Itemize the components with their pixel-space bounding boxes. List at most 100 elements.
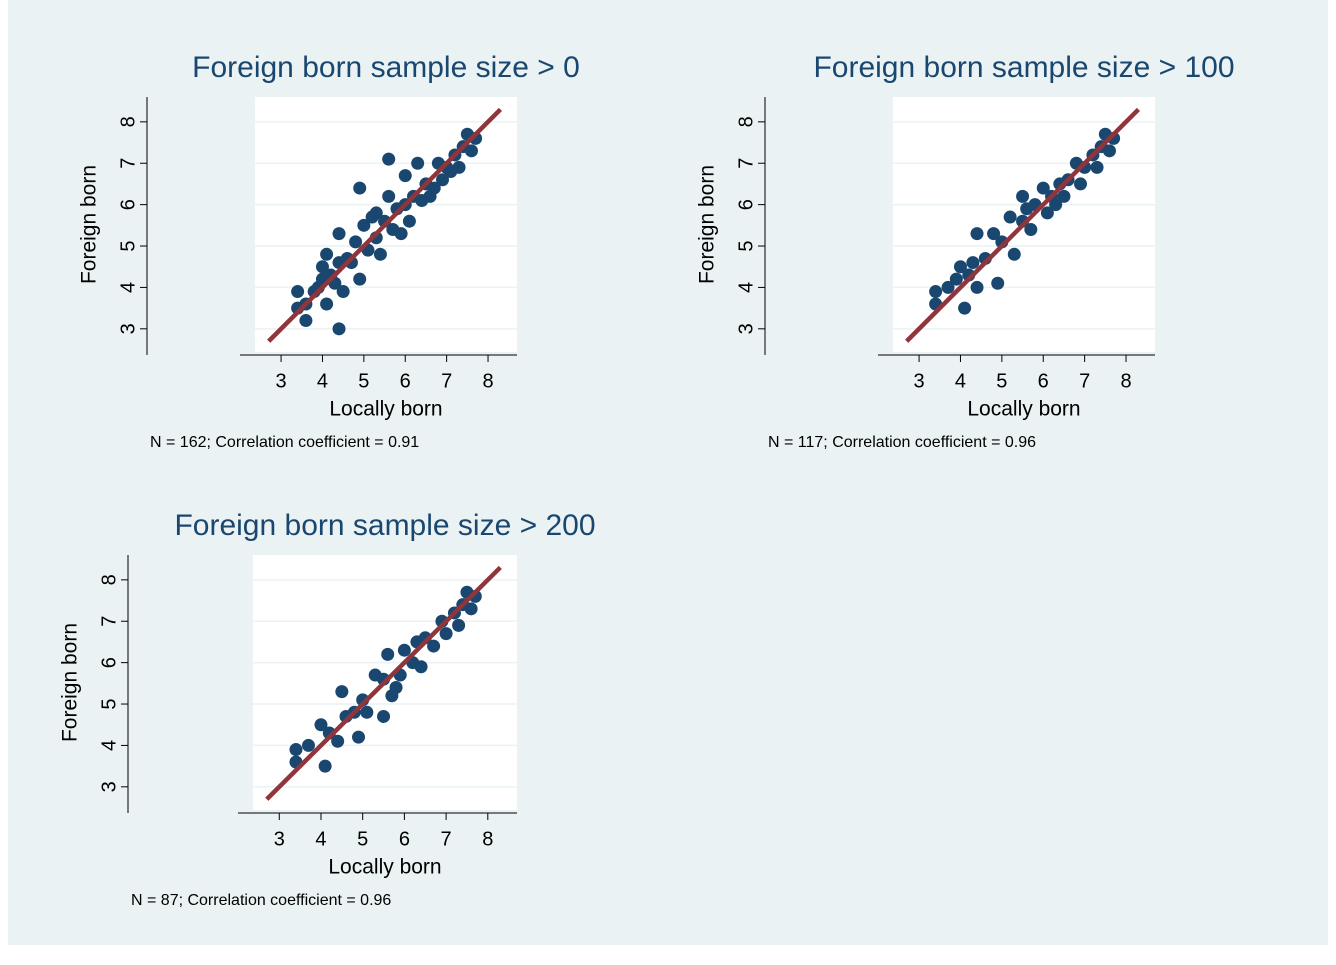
point xyxy=(373,247,387,261)
y-tick-label: 8 xyxy=(735,116,757,127)
point xyxy=(320,247,334,261)
point xyxy=(941,280,955,294)
y-tick-label: 6 xyxy=(117,199,139,210)
y-tick-label: 5 xyxy=(117,240,139,251)
x-tick-label: 4 xyxy=(317,370,328,392)
x-tick-label: 7 xyxy=(441,828,452,850)
y-tick-label: 4 xyxy=(98,740,120,751)
y-tick-label: 7 xyxy=(117,158,139,169)
y-axis-label: Foreign born xyxy=(59,623,82,742)
note: N = 87; Correlation coefficient = 0.96 xyxy=(131,892,391,909)
point xyxy=(1049,198,1063,212)
point xyxy=(991,276,1005,290)
point xyxy=(411,156,425,170)
x-tick-label: 5 xyxy=(357,828,368,850)
chart-title: Foreign born sample size > 0 xyxy=(192,51,580,84)
point xyxy=(314,718,328,732)
x-tick-label: 4 xyxy=(955,370,966,392)
point xyxy=(299,314,313,328)
y-tick-label: 6 xyxy=(735,199,757,210)
point xyxy=(970,227,984,241)
point xyxy=(394,227,408,241)
point xyxy=(318,759,332,773)
point xyxy=(402,214,416,228)
x-tick-label: 3 xyxy=(276,370,287,392)
y-tick-label: 5 xyxy=(735,240,757,251)
point xyxy=(958,301,972,315)
point xyxy=(397,643,411,657)
y-tick-label: 7 xyxy=(98,616,120,627)
x-tick-label: 6 xyxy=(400,370,411,392)
point xyxy=(349,235,363,249)
point xyxy=(1016,189,1030,203)
point xyxy=(335,685,349,699)
point xyxy=(315,260,329,274)
point xyxy=(1036,181,1050,195)
point xyxy=(289,743,303,757)
point xyxy=(929,285,943,299)
point xyxy=(427,181,441,195)
fit-line xyxy=(265,565,502,801)
x-axis-label: Locally born xyxy=(328,856,441,879)
point xyxy=(966,256,980,270)
note: N = 162; Correlation coefficient = 0.91 xyxy=(150,434,419,451)
point xyxy=(353,272,367,286)
point xyxy=(1040,206,1054,220)
point xyxy=(439,627,453,641)
x-tick-label: 5 xyxy=(996,370,1007,392)
point xyxy=(452,160,466,174)
point xyxy=(435,173,449,187)
point xyxy=(332,227,346,241)
y-tick-label: 6 xyxy=(98,657,120,668)
y-tick-label: 3 xyxy=(735,323,757,334)
point xyxy=(1024,222,1038,236)
y-tick-label: 8 xyxy=(117,116,139,127)
point xyxy=(414,660,428,674)
x-axis-label: Locally born xyxy=(329,398,442,421)
point xyxy=(369,206,383,220)
point xyxy=(398,169,412,183)
point xyxy=(1020,202,1034,216)
y-tick-label: 8 xyxy=(98,574,120,585)
y-tick-label: 3 xyxy=(117,323,139,334)
fit-line xyxy=(267,107,503,343)
point xyxy=(1090,160,1104,174)
point xyxy=(1003,210,1017,224)
fit-line xyxy=(905,107,1141,343)
point xyxy=(1073,177,1087,191)
point xyxy=(291,285,305,299)
x-tick-label: 4 xyxy=(315,828,326,850)
x-tick-label: 3 xyxy=(914,370,925,392)
point xyxy=(353,181,367,195)
point xyxy=(332,322,346,336)
x-tick-label: 8 xyxy=(482,370,493,392)
point xyxy=(336,285,350,299)
x-tick-label: 7 xyxy=(441,370,452,392)
x-axis-label: Locally born xyxy=(967,398,1080,421)
note: N = 117; Correlation coefficient = 0.96 xyxy=(768,434,1036,451)
point xyxy=(427,639,441,653)
point xyxy=(360,705,374,719)
y-axis-label: Foreign born xyxy=(78,165,101,284)
point xyxy=(352,730,366,744)
y-tick-label: 5 xyxy=(98,698,120,709)
chart-title: Foreign born sample size > 200 xyxy=(174,509,595,542)
x-tick-label: 7 xyxy=(1079,370,1090,392)
y-tick-label: 4 xyxy=(117,282,139,293)
point xyxy=(301,738,315,752)
x-tick-label: 6 xyxy=(1038,370,1049,392)
point xyxy=(1102,144,1116,158)
point xyxy=(357,218,371,232)
point xyxy=(1057,189,1071,203)
x-tick-label: 5 xyxy=(358,370,369,392)
x-tick-label: 8 xyxy=(482,828,493,850)
y-axis-label: Foreign born xyxy=(696,165,719,284)
point xyxy=(331,734,345,748)
point xyxy=(320,297,334,311)
point xyxy=(970,280,984,294)
x-tick-label: 6 xyxy=(399,828,410,850)
point xyxy=(953,260,967,274)
chart-title: Foreign born sample size > 100 xyxy=(813,51,1234,84)
